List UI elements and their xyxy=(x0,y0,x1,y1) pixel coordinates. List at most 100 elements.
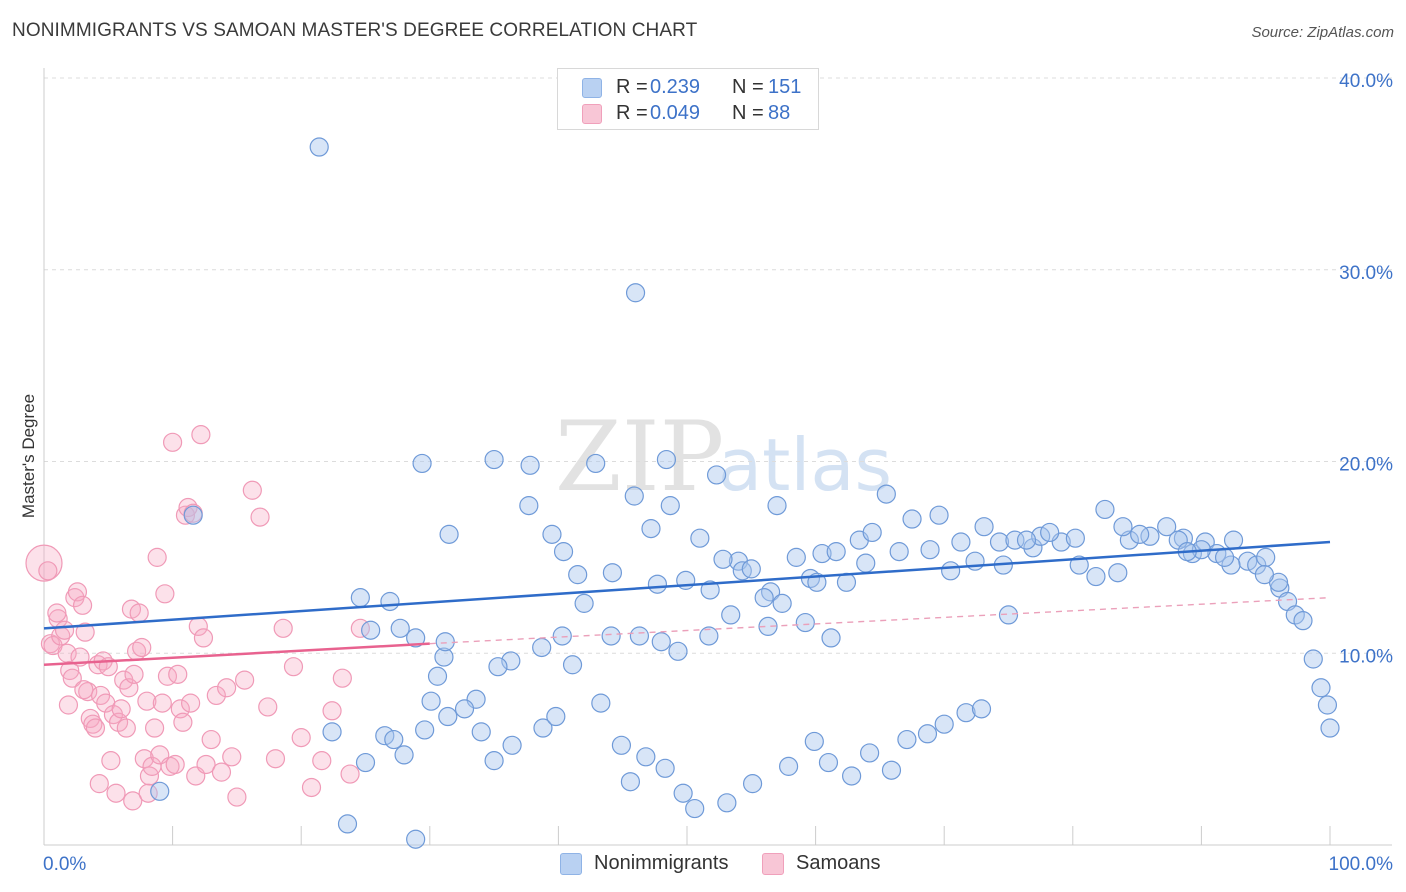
samoans-point xyxy=(116,718,136,738)
y-tick-label: 40.0% xyxy=(1339,71,1393,92)
nonimmigrants-point xyxy=(484,449,504,470)
samoans-point xyxy=(152,693,172,713)
nonimmigrants-point xyxy=(1320,718,1340,738)
nonimmigrants-point xyxy=(454,699,475,719)
samoans-point xyxy=(312,751,332,771)
nonimmigrants-point xyxy=(1086,566,1106,587)
samoans-point xyxy=(191,425,211,445)
y-tick-label: 30.0% xyxy=(1339,263,1393,284)
samoans-point xyxy=(75,622,95,642)
nonimmigrants-point xyxy=(406,628,426,648)
nonimmigrants-point xyxy=(673,783,693,803)
samoans-point xyxy=(144,718,165,738)
samoans-point xyxy=(193,628,214,648)
nonimmigrants-point xyxy=(380,591,400,612)
samoans-point xyxy=(206,685,226,706)
samoans-point xyxy=(132,637,152,658)
nonimmigrants-point xyxy=(772,593,792,613)
y-axis-title: Master's Degree xyxy=(19,394,38,518)
nonimmigrants-point xyxy=(1221,555,1241,575)
watermark: ZIP atlas xyxy=(555,401,892,513)
nonimmigrants-point xyxy=(394,745,414,765)
nonimmigrants-point xyxy=(1095,499,1115,520)
nonimmigrants-point xyxy=(1254,565,1275,585)
nonimmigrants-point xyxy=(546,706,566,727)
nonimmigrants-point xyxy=(699,626,719,646)
samoans-point xyxy=(250,507,270,527)
samoans-point xyxy=(211,762,232,782)
nonimmigrants-point xyxy=(439,524,459,544)
nonimmigrants-point xyxy=(1016,530,1037,550)
nonimmigrants-point xyxy=(406,829,426,849)
nonimmigrants-point xyxy=(881,760,902,780)
series-nonimmigrants xyxy=(150,137,1340,849)
samoans-point xyxy=(173,712,193,732)
nonimmigrants-point xyxy=(350,588,370,608)
n-label: N = xyxy=(732,76,764,98)
x-tick-label: 0.0% xyxy=(43,854,86,875)
nonimmigrants-point xyxy=(553,542,574,562)
nonimmigrants-point xyxy=(574,593,594,613)
nonimmigrants-point xyxy=(601,626,621,646)
nonimmigrants-point xyxy=(552,626,572,646)
x-tick-labels: 0.0% 100.0% xyxy=(43,854,1393,875)
nonimmigrants-point xyxy=(322,722,342,742)
nonimmigrants-point xyxy=(778,756,799,776)
samoans-point xyxy=(165,754,185,775)
nonimmigrants-point xyxy=(989,532,1010,552)
nonimmigrants-point xyxy=(562,655,583,675)
n-value: 88 xyxy=(768,102,791,124)
nonimmigrants-point xyxy=(1040,522,1060,543)
samoans-point xyxy=(222,747,242,767)
nonimmigrants-point xyxy=(1311,678,1331,698)
nonimmigrants-point xyxy=(897,729,917,750)
legend-label: Nonimmigrants xyxy=(594,852,729,874)
nonimmigrants-point xyxy=(542,524,562,544)
samoans-point xyxy=(155,584,175,604)
samoans-point xyxy=(283,657,304,677)
nonimmigrants-point xyxy=(1293,611,1313,631)
pink-swatch xyxy=(762,853,784,875)
samoans-point xyxy=(89,774,109,794)
nonimmigrants-point xyxy=(804,731,824,752)
samoans-point xyxy=(60,660,80,681)
samoans-point xyxy=(124,664,144,684)
nonimmigrants-point xyxy=(415,720,435,740)
nonimmigrants-point xyxy=(842,766,862,786)
nonimmigrants-point xyxy=(758,616,778,637)
nonimmigrants-point xyxy=(435,632,455,652)
nonimmigrants-point xyxy=(902,509,922,529)
correlation-legend: R = 0.239 N = 151 R = 0.049 N = 88 xyxy=(557,68,819,130)
nonimmigrants-point xyxy=(438,706,458,727)
nonimmigrants-point xyxy=(1113,517,1133,537)
nonimmigrants-point xyxy=(934,714,954,734)
n-value: 151 xyxy=(768,76,802,98)
y-tick-label: 10.0% xyxy=(1339,646,1393,667)
nonimmigrants-point xyxy=(484,751,504,771)
trendlines xyxy=(43,540,1331,667)
samoans-point xyxy=(54,620,75,640)
nonimmigrants-point xyxy=(754,588,774,608)
nonimmigrants-point xyxy=(1214,547,1235,567)
nonimmigrants-point xyxy=(309,137,329,157)
nonimmigrants-trendline xyxy=(43,540,1331,630)
nonimmigrants-point xyxy=(876,484,896,504)
nonimmigrants-point xyxy=(586,453,606,474)
r-value: 0.049 xyxy=(650,102,701,124)
samoans-trendline-extension xyxy=(429,596,1331,645)
nonimmigrants-point xyxy=(355,752,376,773)
nonimmigrants-point xyxy=(860,743,880,763)
nonimmigrants-point xyxy=(1317,695,1338,715)
nonimmigrants-point xyxy=(533,718,553,738)
nonimmigrants-point xyxy=(1285,605,1305,625)
samoans-point xyxy=(235,670,255,690)
nonimmigrants-point xyxy=(361,620,381,640)
samoans-point xyxy=(129,603,149,623)
nonimmigrants-point xyxy=(1023,538,1043,558)
samoans-point xyxy=(62,668,82,688)
samoans-trendline xyxy=(43,642,430,667)
samoans-point xyxy=(291,728,311,748)
samoans-point xyxy=(147,547,167,567)
nonimmigrants-point xyxy=(668,641,688,661)
